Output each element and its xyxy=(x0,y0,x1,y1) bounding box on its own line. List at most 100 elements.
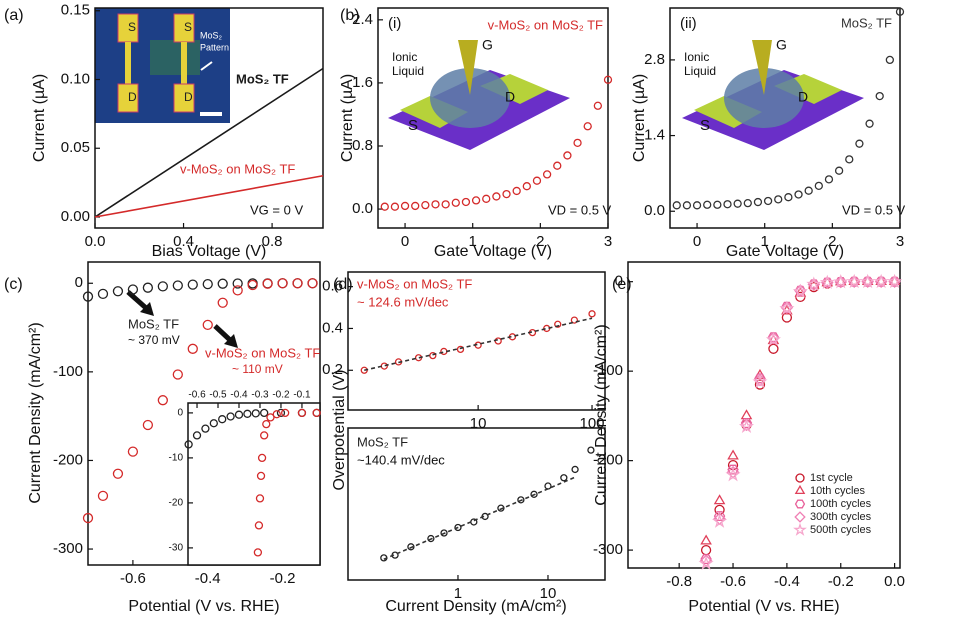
x-tick-label: 1 xyxy=(761,233,769,250)
y-tick-label: 0.0 xyxy=(644,202,665,219)
gate-probe xyxy=(458,40,478,95)
legend-marker xyxy=(793,522,807,536)
annotation: Ionic xyxy=(392,50,417,64)
marker xyxy=(845,155,854,164)
marker xyxy=(441,200,450,209)
legend-marker xyxy=(794,484,806,495)
marker xyxy=(187,343,198,354)
plot-frame xyxy=(347,271,606,411)
marker xyxy=(256,471,266,481)
marker xyxy=(865,119,874,128)
marker xyxy=(703,200,712,209)
marker xyxy=(672,201,681,210)
marker xyxy=(583,122,592,131)
mos2-pattern xyxy=(150,40,200,75)
x-tick-label: -0.1 xyxy=(293,390,311,401)
marker xyxy=(243,409,252,418)
annotation: Liquid xyxy=(684,64,716,78)
plot-frame xyxy=(94,7,324,229)
marker xyxy=(855,139,864,148)
marker xyxy=(819,274,835,289)
annotation: S xyxy=(184,20,192,34)
y-tick-label: 2.4 xyxy=(352,11,373,28)
annotation: Liquid xyxy=(392,64,424,78)
marker xyxy=(202,278,213,290)
series-label: v-MoS₂ on MoS₂ TF xyxy=(205,345,320,360)
marker xyxy=(808,278,820,289)
marker xyxy=(570,316,579,324)
marker xyxy=(727,464,739,475)
marker xyxy=(217,297,228,308)
annotation: S xyxy=(700,117,710,134)
marker xyxy=(753,197,763,207)
annotation: Ionic xyxy=(684,50,709,64)
x-tick-label: 10 xyxy=(540,585,557,602)
marker xyxy=(794,284,807,297)
marker xyxy=(727,449,739,460)
x-tick-label: -0.4 xyxy=(774,573,800,590)
marker xyxy=(471,196,481,205)
marker xyxy=(262,278,273,289)
marker xyxy=(281,408,290,418)
x-tick-label: -0.2 xyxy=(270,570,296,587)
marker xyxy=(297,408,307,418)
annotation: VD = 0.5 V xyxy=(842,202,906,217)
annotation: G xyxy=(482,37,493,53)
marker xyxy=(157,281,168,292)
marker xyxy=(752,373,768,389)
pad xyxy=(117,83,139,113)
marker xyxy=(794,190,803,199)
marker xyxy=(712,513,728,528)
x-tick-label: 3 xyxy=(604,233,612,250)
marker xyxy=(172,280,183,291)
marker xyxy=(127,284,139,295)
marker xyxy=(492,192,501,201)
x-tick-label: -0.3 xyxy=(251,390,269,401)
marker xyxy=(713,494,726,505)
marker xyxy=(738,418,755,434)
annotation: MoS₂ xyxy=(200,30,223,40)
y-tick-label: 0 xyxy=(75,274,83,291)
plot-frame xyxy=(669,7,901,229)
series-label: MoS₂ TF xyxy=(128,316,179,331)
pad xyxy=(125,42,131,84)
marker xyxy=(588,310,596,318)
marker xyxy=(454,523,462,532)
x-tick-label: -0.2 xyxy=(828,573,854,590)
x-tick-label: -0.8 xyxy=(666,573,692,590)
marker xyxy=(142,282,154,293)
x-tick-label: 0.4 xyxy=(173,233,194,250)
marker xyxy=(517,496,525,504)
marker xyxy=(873,273,889,289)
x-axis-label: Bias Voltage (V) xyxy=(152,243,267,260)
annotation: Pattern xyxy=(200,42,229,52)
annotation: S xyxy=(408,117,418,134)
x-axis-label: Potential (V vs. RHE) xyxy=(688,598,839,615)
marker xyxy=(431,200,440,209)
marker xyxy=(380,202,389,211)
marker xyxy=(821,276,834,287)
marker xyxy=(400,201,410,211)
series-line xyxy=(94,67,324,218)
annotation: ~140.4 mV/dec xyxy=(357,452,445,467)
marker xyxy=(97,288,109,300)
marker xyxy=(682,201,692,210)
marker xyxy=(700,534,712,545)
arrowhead xyxy=(140,302,154,316)
annotation: ~ 124.6 mV/dec xyxy=(357,294,449,309)
x-tick-label: -0.6 xyxy=(188,390,206,401)
plot-frame xyxy=(377,7,609,229)
marker xyxy=(407,543,415,551)
arrow xyxy=(200,61,213,71)
legend-label: 100th cycles xyxy=(810,498,872,510)
marker xyxy=(804,186,813,195)
y-axis-label: Current Density (mA/cm²) xyxy=(593,324,610,505)
y-tick-label: -30 xyxy=(169,543,184,554)
marker xyxy=(765,331,781,347)
x-tick-label: 0.0 xyxy=(85,233,106,250)
plot-frame xyxy=(347,427,606,581)
y-axis-label: Current (µA) xyxy=(631,74,648,162)
marker xyxy=(255,494,265,503)
marker xyxy=(157,395,168,406)
marker xyxy=(698,555,714,570)
